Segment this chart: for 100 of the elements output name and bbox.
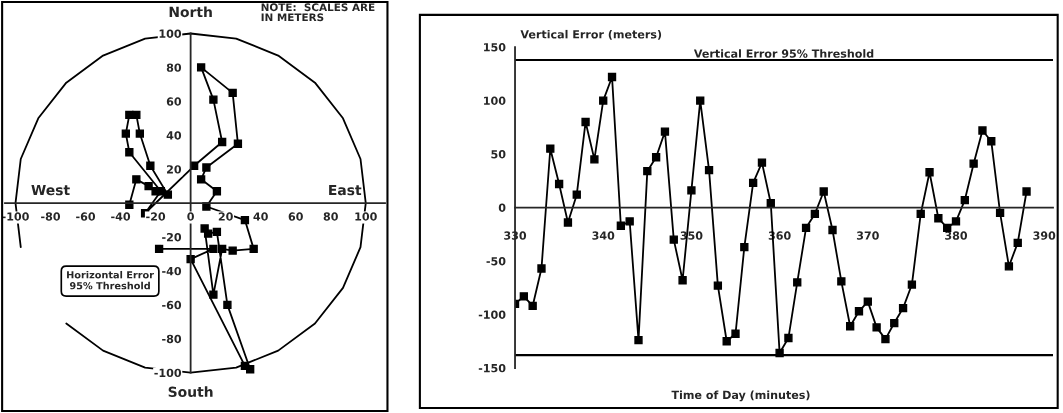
y-tick-label: 150 [484, 43, 506, 52]
point [907, 280, 917, 289]
point [528, 301, 537, 311]
point [202, 163, 211, 172]
point [519, 292, 529, 301]
x-tick-label: -40 [111, 212, 131, 221]
y-tick-label: 40 [166, 131, 182, 140]
x-axis-title: Time of Day (minutes) [671, 390, 810, 402]
x-tick-label: 60 [288, 212, 303, 221]
y-tick-label: -150 [478, 363, 506, 373]
y-tick-label: -100 [154, 368, 182, 378]
point [1022, 187, 1031, 196]
point [581, 117, 590, 127]
point [156, 187, 166, 196]
x-tick-label: 380 [945, 231, 968, 240]
y-axis-title: Vertical Error (meters) [520, 29, 662, 40]
point [987, 137, 996, 146]
point [678, 276, 687, 285]
y-tick-label: 0 [498, 203, 506, 212]
point [202, 202, 211, 211]
point [828, 225, 837, 235]
point [845, 322, 855, 331]
point [819, 187, 828, 196]
point [757, 158, 767, 167]
point [144, 181, 153, 191]
x-tick-label: -100 [2, 212, 29, 221]
point [837, 277, 846, 286]
point [669, 235, 678, 244]
point [599, 96, 608, 105]
point [135, 129, 145, 138]
point [146, 161, 155, 170]
point [969, 159, 978, 168]
point [209, 244, 218, 254]
point [898, 303, 908, 313]
point [607, 72, 617, 82]
y-tick-label: 100 [159, 29, 182, 38]
point [651, 153, 661, 162]
point [951, 217, 961, 226]
point [713, 281, 723, 290]
point [163, 190, 173, 199]
point [660, 127, 670, 136]
point [125, 110, 134, 120]
point [925, 168, 934, 177]
point [537, 264, 546, 273]
point [223, 300, 232, 310]
annotation: North [169, 6, 212, 18]
point [810, 209, 820, 219]
point [203, 229, 213, 238]
point [212, 227, 222, 237]
point [696, 96, 705, 105]
point [196, 175, 206, 184]
x-tick-label: -80 [41, 212, 61, 221]
point [978, 126, 987, 135]
point [687, 186, 696, 195]
point [209, 290, 218, 299]
y-tick-label: 100 [484, 96, 506, 105]
point [121, 129, 131, 138]
y-tick-label: -50 [486, 256, 506, 266]
x-tick-label: 80 [323, 212, 338, 221]
point [228, 246, 237, 255]
point [240, 215, 250, 225]
point [217, 244, 227, 254]
y-tick-label: 80 [166, 63, 182, 72]
point [854, 307, 864, 316]
point [233, 139, 243, 148]
y-tick-label: 20 [167, 165, 182, 174]
point [572, 190, 581, 199]
point [643, 166, 652, 176]
point [249, 244, 258, 254]
point [793, 278, 802, 287]
point [554, 179, 564, 189]
point [872, 323, 881, 332]
point [740, 242, 749, 252]
point [881, 334, 890, 344]
point [228, 88, 237, 98]
point [132, 175, 141, 184]
point [590, 155, 599, 164]
y-tick-label: -60 [162, 300, 182, 310]
point [196, 63, 206, 72]
point [731, 329, 740, 338]
point [916, 209, 925, 219]
point [748, 178, 758, 188]
point [890, 318, 899, 328]
annotation: South [168, 386, 213, 398]
point [125, 148, 134, 157]
point [616, 221, 626, 230]
point [766, 199, 775, 208]
y-tick-label: -80 [162, 334, 182, 344]
point [934, 214, 943, 223]
point [625, 217, 634, 226]
point [1013, 238, 1022, 247]
point [209, 95, 218, 104]
y-tick-label: -100 [478, 310, 506, 319]
x-tick-label: 20 [218, 212, 233, 221]
point [960, 195, 969, 205]
annotation: West [31, 184, 70, 196]
point [563, 218, 573, 227]
y-tick-label: 50 [491, 150, 506, 159]
y-tick-label: -40 [162, 266, 182, 276]
x-tick-label: 390 [1033, 231, 1056, 240]
